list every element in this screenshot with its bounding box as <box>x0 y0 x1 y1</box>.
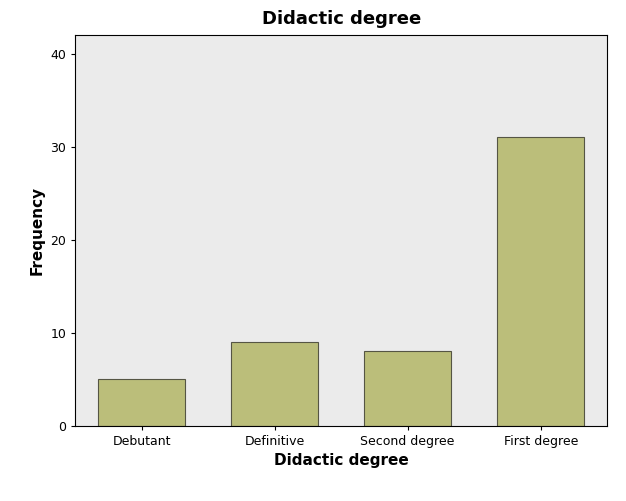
X-axis label: Didactic degree: Didactic degree <box>274 453 409 468</box>
Bar <box>98 379 185 426</box>
Bar <box>364 351 451 426</box>
Bar <box>232 342 318 426</box>
Y-axis label: Frequency: Frequency <box>29 186 44 275</box>
Title: Didactic degree: Didactic degree <box>262 10 421 28</box>
Bar <box>498 137 584 426</box>
